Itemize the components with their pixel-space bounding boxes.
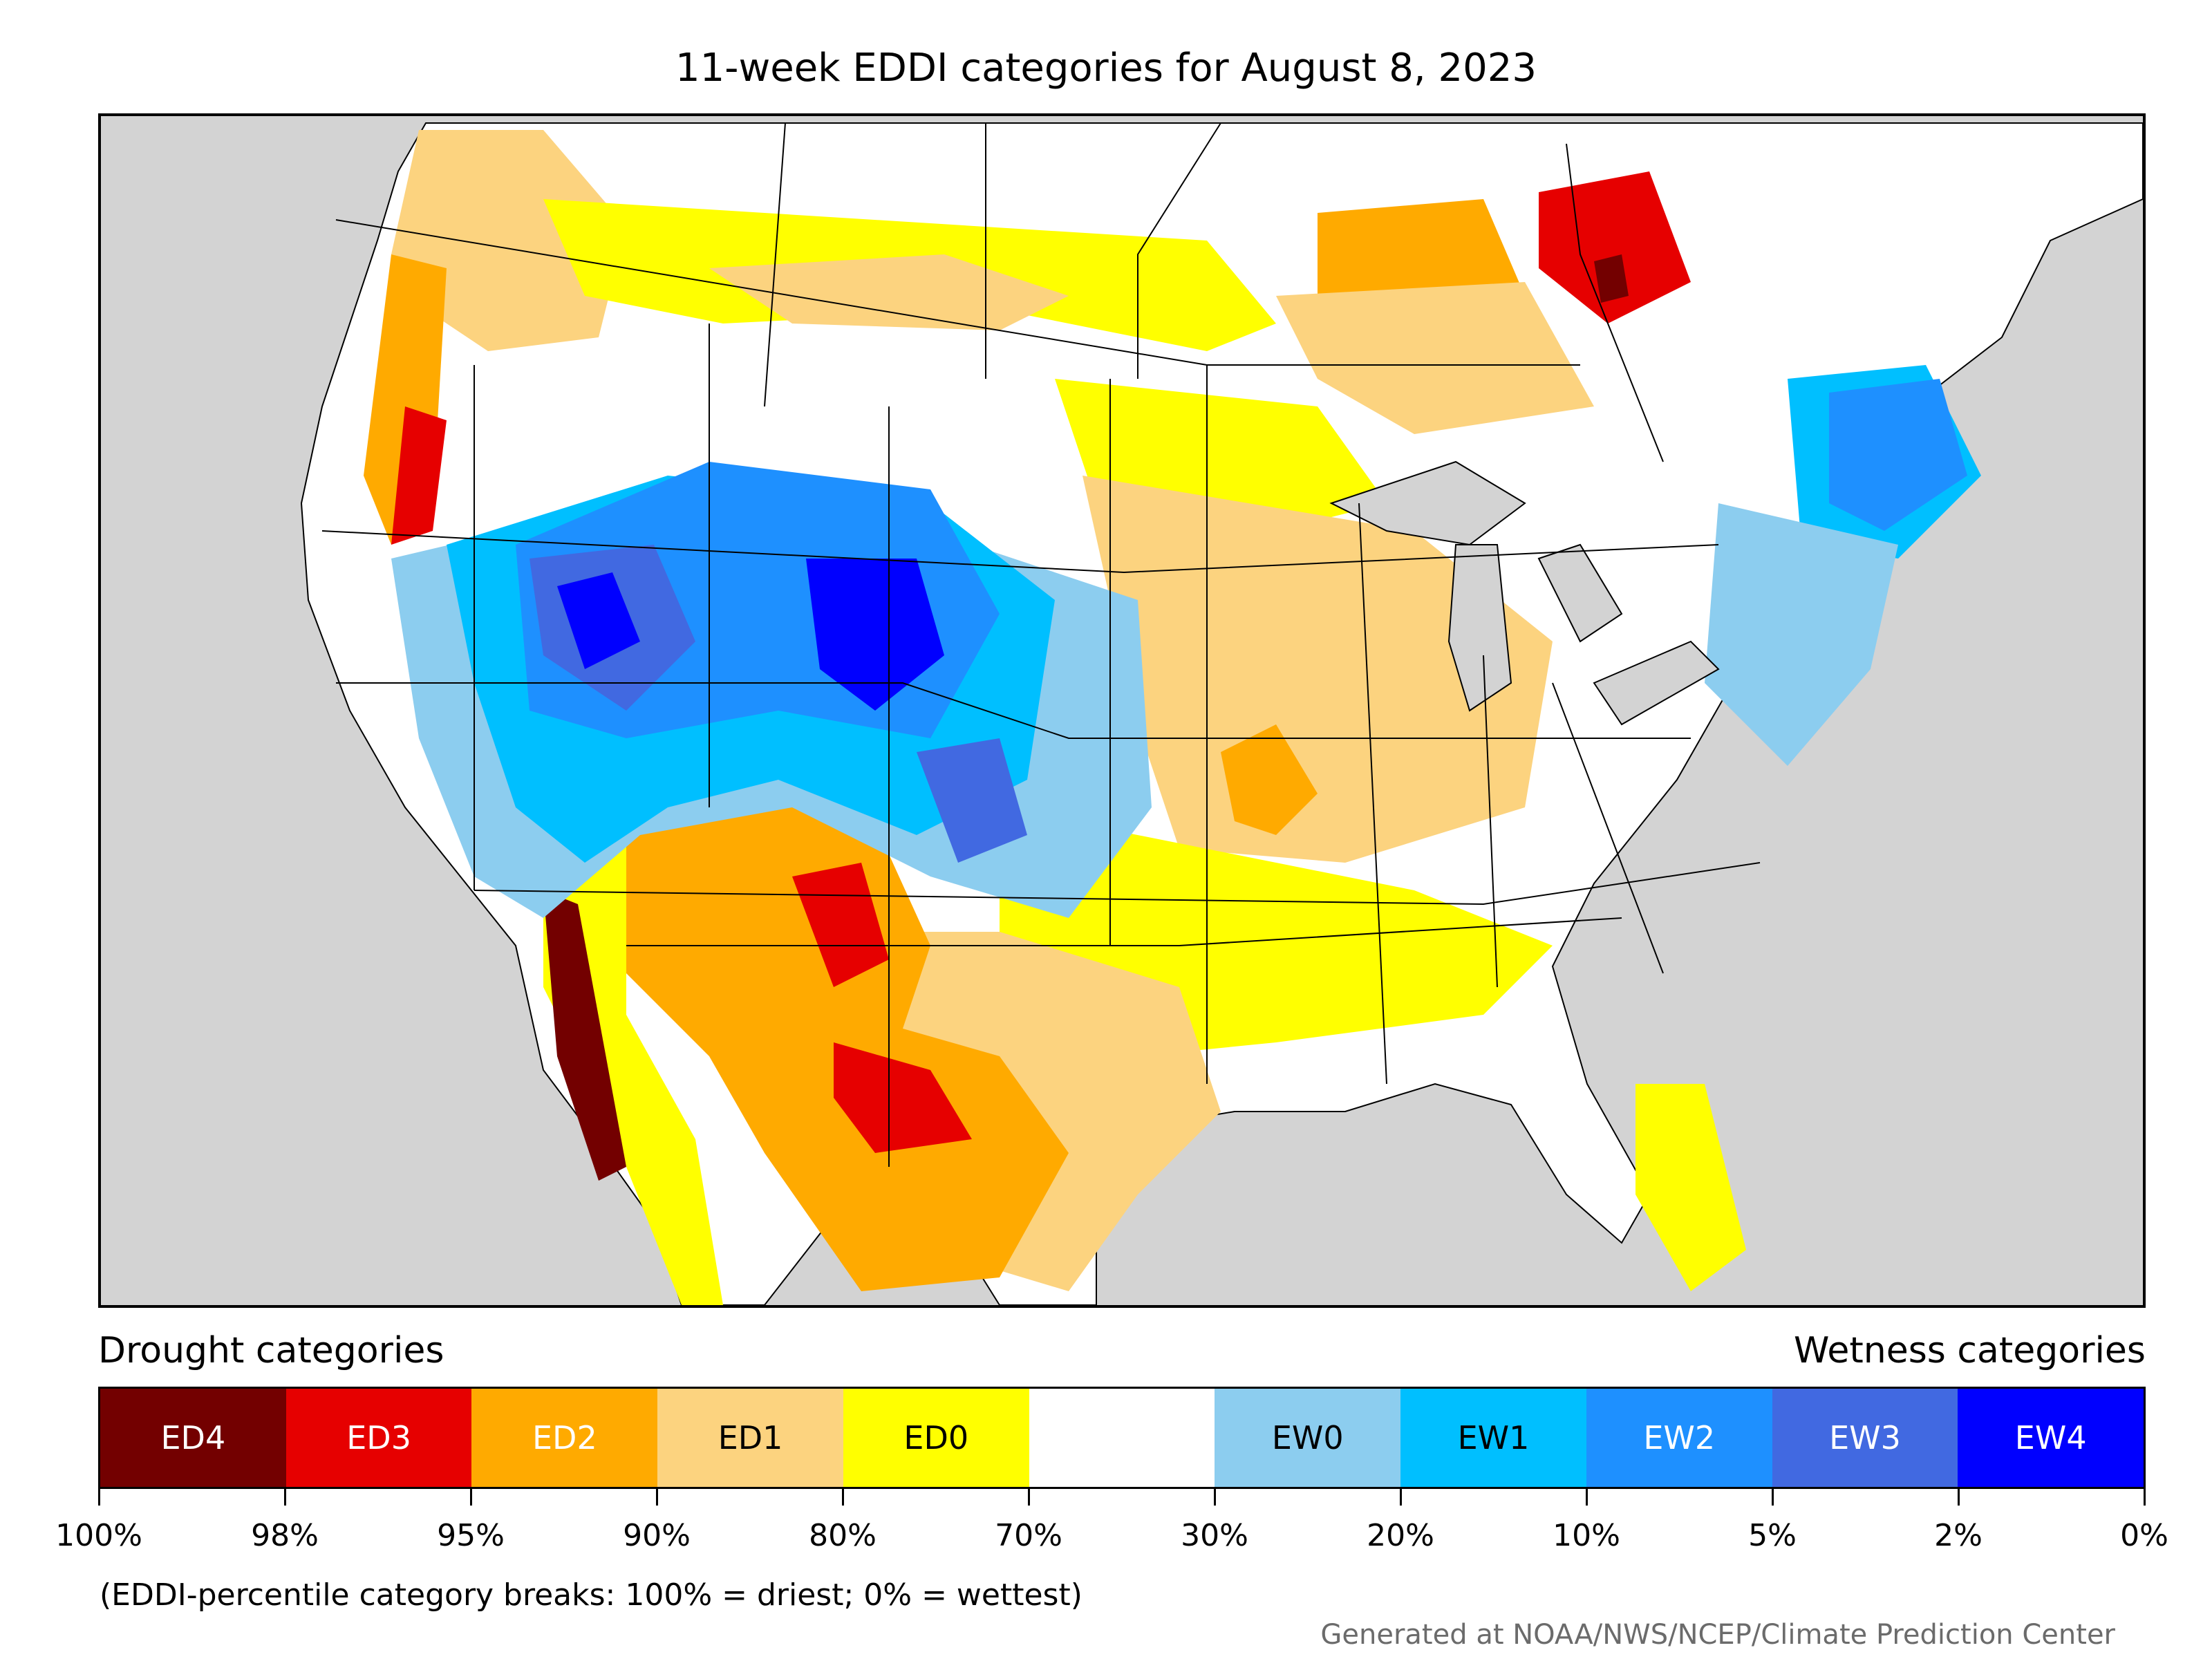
colorbar-tick	[1028, 1489, 1030, 1506]
colorbar-tick	[1586, 1489, 1588, 1506]
colorbar-tick	[1400, 1489, 1402, 1506]
drought-categories-heading: Drought categories	[98, 1330, 444, 1371]
canada-borders	[764, 122, 1664, 462]
ew4-region-idaho	[557, 572, 640, 669]
colorbar-tick	[2144, 1489, 2146, 1506]
category-colorbar: ED4 ED3 ED2 ED1 ED0 EW0 EW1 EW2 EW3 EW4	[98, 1387, 2146, 1489]
colorbar-ticks	[98, 1489, 2146, 1507]
legend-cell-ew4: EW4	[1958, 1389, 2144, 1487]
colorbar-tick-label: 80%	[809, 1518, 877, 1553]
legend-cell-ed3: ED3	[285, 1389, 472, 1487]
colorbar-tick-label: 2%	[1934, 1518, 1983, 1553]
legend-cell-ed1: ED1	[657, 1389, 843, 1487]
colorbar-tick	[656, 1489, 658, 1506]
ed0-region-california	[543, 807, 723, 1305]
colorbar-tick	[284, 1489, 286, 1506]
colorbar-tick-label: 0%	[2120, 1518, 2168, 1553]
colorbar-tick-label: 5%	[1748, 1518, 1797, 1553]
colorbar-tick-label: 20%	[1367, 1518, 1434, 1553]
ed2-region-missouri	[1221, 724, 1318, 835]
ew0-region-northeast	[1705, 503, 1898, 766]
legend-cell-neutral	[1029, 1389, 1215, 1487]
colorbar-tick	[1772, 1489, 1774, 1506]
colorbar-tick-label: 70%	[995, 1518, 1062, 1553]
colorbar-tick-label: 10%	[1553, 1518, 1620, 1553]
wetness-categories-heading: Wetness categories	[1794, 1330, 2146, 1371]
map-canvas	[300, 122, 2143, 1305]
colorbar-tick-label: 100%	[55, 1518, 142, 1553]
great-lakes	[1329, 460, 1720, 726]
ed1-region-north	[709, 254, 1069, 330]
ed3-region-oregon-coast	[391, 406, 447, 545]
legend-cell-ew2: EW2	[1586, 1389, 1772, 1487]
legend-cell-ew3: EW3	[1772, 1389, 1958, 1487]
legend-cell-ed2: ED2	[471, 1389, 658, 1487]
ew4-region-wyoming	[806, 559, 944, 711]
ed3-region-west-texas	[834, 1042, 972, 1153]
colorbar-tick	[1958, 1489, 1960, 1506]
legend-cell-ed0: ED0	[843, 1389, 1029, 1487]
colorbar-tick-label: 98%	[251, 1518, 319, 1553]
ew2-region-northeast	[1829, 379, 1967, 531]
ed4-spot-quebec	[1594, 254, 1629, 303]
category-breaks-note: (EDDI-percentile category breaks: 100% =…	[100, 1577, 1082, 1613]
state-borders	[321, 219, 1761, 1167]
ed1-region-ontario	[1276, 282, 1594, 434]
legend-cell-ed4: ED4	[100, 1389, 286, 1487]
legend-cell-ew0: EW0	[1215, 1389, 1401, 1487]
colorbar-tick-label: 95%	[437, 1518, 505, 1553]
ed3-region-quebec	[1539, 171, 1691, 324]
ed1-region-northwest	[391, 130, 626, 351]
chart-title: 11-week EDDI categories for August 8, 20…	[675, 46, 1537, 91]
ed3-region-new-mexico	[792, 863, 889, 987]
ed2-region-southwest	[626, 794, 1069, 1291]
eddi-map	[98, 113, 2146, 1308]
colorbar-tick	[470, 1489, 472, 1506]
colorbar-tick-label: 30%	[1181, 1518, 1248, 1553]
credit-line: Generated at NOAA/NWS/NCEP/Climate Predi…	[1320, 1619, 2115, 1651]
ed1-region-midwest	[1082, 476, 1553, 863]
colorbar-tick	[842, 1489, 844, 1506]
legend-cell-ew1: EW1	[1400, 1389, 1586, 1487]
ed0-region-florida	[1635, 1084, 1746, 1291]
ew3-region-colorado	[917, 738, 1027, 863]
colorbar-tick	[98, 1489, 100, 1506]
colorbar-tick-label: 90%	[623, 1518, 691, 1553]
colorbar-tick	[1214, 1489, 1216, 1506]
ed4-region-baja	[543, 890, 626, 1181]
